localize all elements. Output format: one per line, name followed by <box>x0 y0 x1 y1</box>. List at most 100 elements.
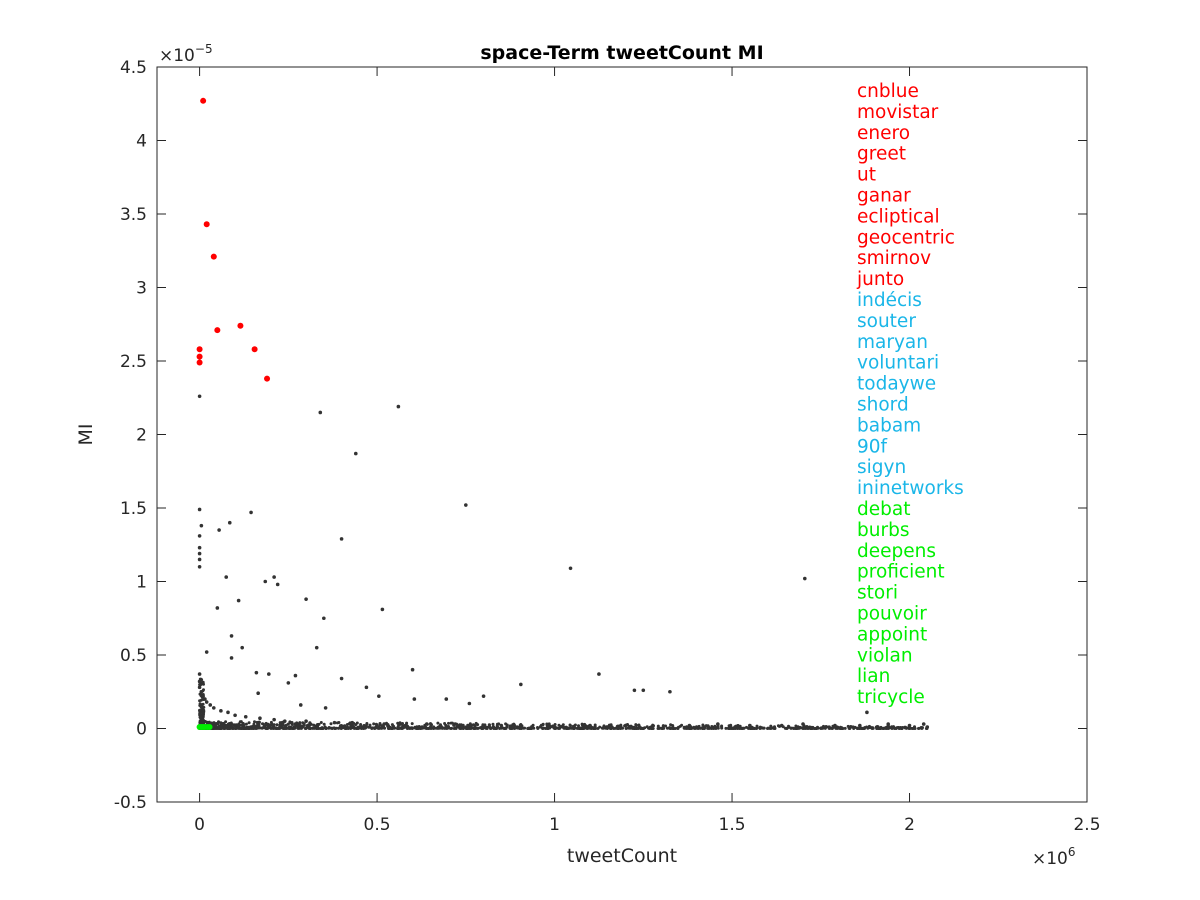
band-point <box>217 725 221 729</box>
background-points <box>197 394 930 729</box>
band-point <box>742 726 746 730</box>
chart-title: space-Term tweetCount MI <box>480 42 763 64</box>
band-point <box>641 727 645 730</box>
band-point <box>840 726 844 730</box>
band-point <box>605 726 609 730</box>
scatter-point <box>226 710 230 715</box>
band-point <box>427 726 431 730</box>
band-point <box>466 725 470 729</box>
band-point <box>397 723 401 727</box>
band-point <box>383 726 387 730</box>
band-point <box>302 723 306 727</box>
band-point <box>917 727 920 730</box>
scatter-point <box>318 410 323 415</box>
scatter-point <box>382 722 386 726</box>
scatter-point <box>632 688 637 693</box>
band-point <box>368 723 372 727</box>
band-point <box>199 698 203 702</box>
band-point <box>475 726 479 730</box>
scatter-point <box>410 667 415 672</box>
band-point <box>675 726 679 730</box>
band-point <box>834 726 838 730</box>
band-point <box>255 725 259 729</box>
scatter-point <box>380 607 385 612</box>
band-point <box>236 723 240 727</box>
term-label-top: geocentric <box>857 227 955 248</box>
x-tick-label: 1 <box>549 815 560 835</box>
scatter-point <box>267 672 271 676</box>
band-point <box>671 724 675 728</box>
scatter-point <box>227 520 232 525</box>
scatter-point <box>199 689 204 694</box>
band-point <box>252 722 256 726</box>
band-point <box>536 727 540 730</box>
y-tick-label: 1.5 <box>120 499 147 519</box>
band-point <box>522 726 525 730</box>
band-point <box>253 720 256 724</box>
y-tick-label: 0.5 <box>120 646 147 666</box>
band-point <box>450 721 454 725</box>
band-point <box>645 725 649 729</box>
band-point <box>407 726 411 730</box>
scatter-point <box>412 697 417 701</box>
band-point <box>455 725 459 729</box>
band-point <box>343 726 347 730</box>
band-point <box>219 721 223 725</box>
band-point <box>894 727 898 730</box>
x-tick-label: 2.5 <box>1073 815 1100 835</box>
scatter-point <box>229 634 234 638</box>
scatter-point <box>467 701 472 706</box>
x-exponent-power: 6 <box>1068 845 1076 859</box>
band-point <box>222 722 226 726</box>
term-label-top: ut <box>857 165 876 186</box>
band-point <box>890 727 894 730</box>
band-point <box>198 708 202 712</box>
term-label-mid: shord <box>857 395 909 416</box>
band-point <box>312 723 316 727</box>
band-point <box>224 720 228 724</box>
highlight-point-top <box>200 97 207 104</box>
term-label-low: stori <box>857 583 898 604</box>
band-point <box>508 727 512 730</box>
band-point <box>557 727 561 730</box>
band-point <box>886 727 890 730</box>
band-point <box>911 727 915 730</box>
x-tick-label: 0.5 <box>364 815 391 835</box>
band-point <box>200 705 204 709</box>
band-point <box>491 722 495 726</box>
band-point <box>429 722 432 726</box>
band-point <box>697 724 701 728</box>
band-point <box>871 726 875 730</box>
band-point <box>908 726 912 730</box>
scatter-point <box>236 598 241 603</box>
band-point <box>201 711 205 714</box>
band-point <box>319 726 323 730</box>
band-point <box>865 725 869 729</box>
y-tick-label: -0.5 <box>114 793 147 813</box>
x-exponent-base: ×10 <box>1032 849 1068 869</box>
band-point <box>685 725 689 729</box>
band-point <box>553 723 557 726</box>
scatter-point <box>272 575 276 579</box>
band-point <box>445 727 449 730</box>
band-point <box>261 722 264 726</box>
scatter-point <box>219 709 223 713</box>
scatter-point <box>275 582 280 587</box>
band-point <box>495 727 499 730</box>
band-point <box>624 727 628 730</box>
band-point <box>275 726 279 730</box>
band-point <box>598 725 602 729</box>
scatter-point <box>424 722 429 726</box>
term-label-low: tricycle <box>857 687 925 708</box>
scatter-point <box>716 722 720 726</box>
band-point <box>390 727 394 730</box>
band-point <box>498 727 502 730</box>
scatter-point <box>197 507 202 512</box>
highlight-point-top <box>210 253 217 260</box>
scatter-point <box>286 681 291 685</box>
scatter-point <box>588 723 592 728</box>
band-point <box>324 726 328 730</box>
scatter-point <box>197 565 202 569</box>
band-point <box>659 726 663 730</box>
highlight-point-top <box>196 346 203 353</box>
